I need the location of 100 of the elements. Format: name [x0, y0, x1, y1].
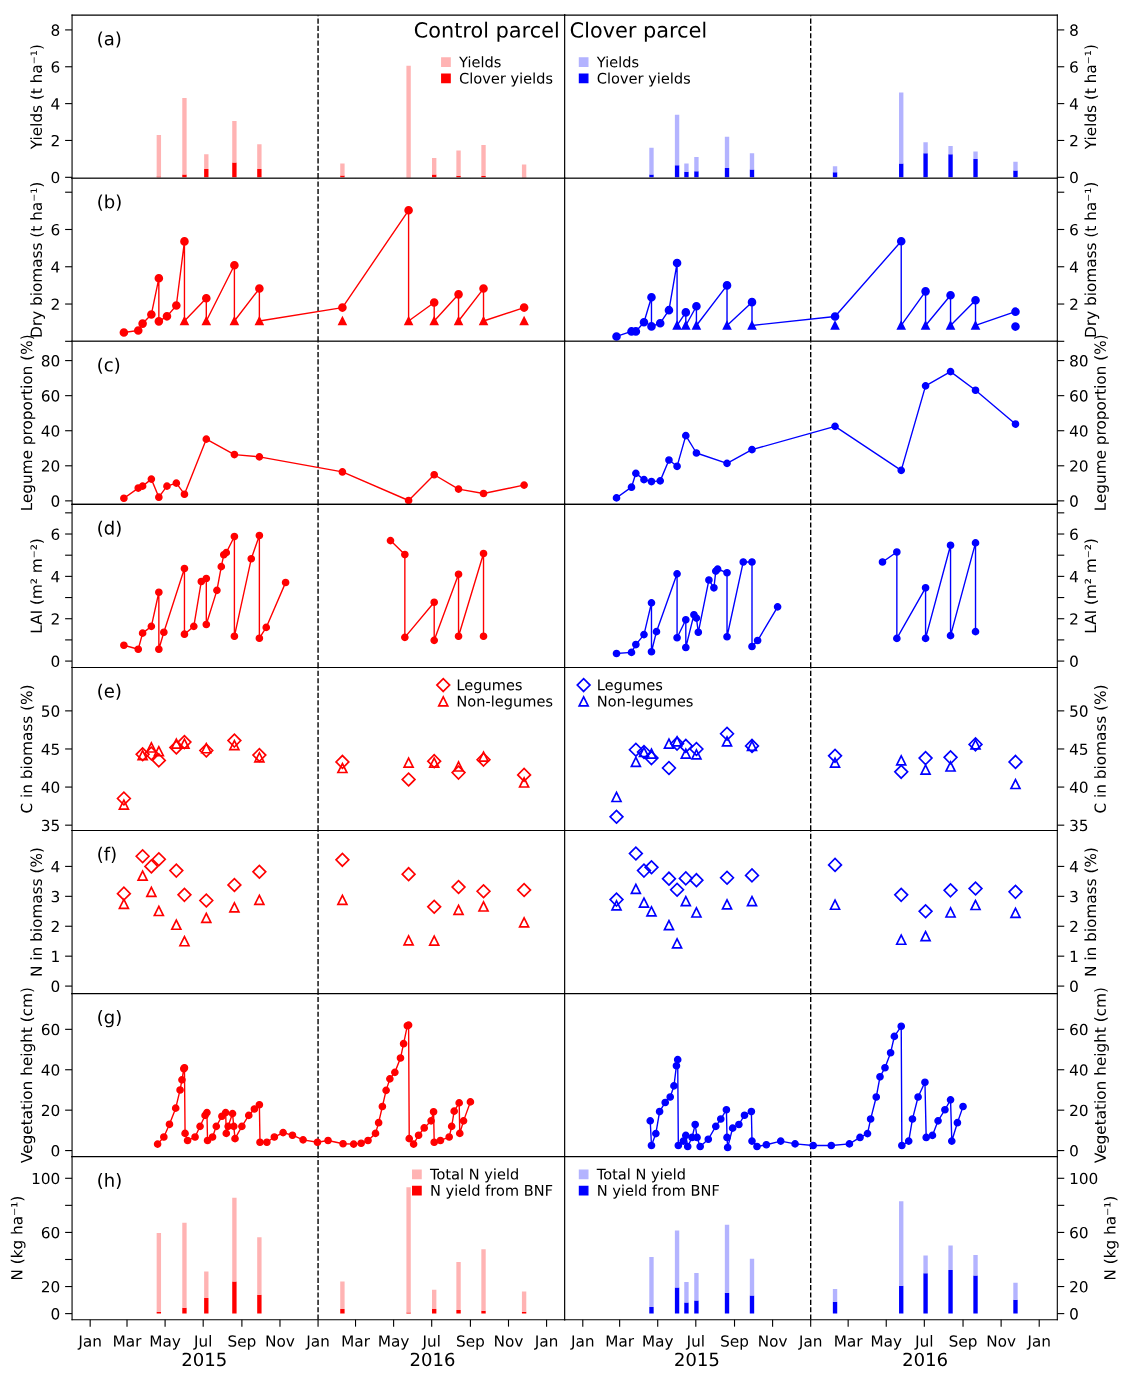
- text: (d): [98, 520, 121, 537]
- legend-label: N yield from BNF: [598, 1184, 719, 1199]
- legend-label: Non-legumes: [457, 695, 553, 710]
- y-tick-label: 20: [1070, 460, 1088, 472]
- y-tick-label: 20: [41, 460, 60, 472]
- y-tick-label: 4: [1069, 261, 1078, 273]
- y-axis-title: LAI (m² m⁻²): [30, 539, 44, 633]
- y-tick-label: 20: [41, 1281, 60, 1293]
- y-tick-label: 1: [52, 950, 59, 962]
- y-tick-label: 50: [1070, 705, 1088, 717]
- x-tick-label: Jan: [798, 1335, 822, 1350]
- y-tick-label: 60: [1070, 1023, 1088, 1036]
- y-tick-label: 4: [51, 861, 60, 873]
- x-tick-label: Jan: [570, 1335, 594, 1350]
- legend-label: Non-legumes: [598, 695, 693, 710]
- y-tick-label: 2: [1070, 920, 1078, 933]
- y-tick-label: 6: [1070, 223, 1078, 236]
- y-axis-title: N (kg ha⁻¹): [1103, 1197, 1119, 1280]
- y-tick-label: 4: [51, 571, 60, 583]
- y-tick-label: 4: [51, 98, 60, 110]
- legend-label: Clover yields: [459, 72, 553, 87]
- y-tick-label: 6: [1070, 61, 1078, 73]
- y-tick-label: 6: [51, 61, 60, 73]
- y-tick-label: 60: [41, 390, 60, 402]
- y-axis-title: N in biomass (%): [1084, 848, 1099, 976]
- text: 2016: [903, 1352, 947, 1367]
- legend-label: Legumes: [457, 679, 522, 694]
- x-tick-label: Sep: [949, 1335, 977, 1350]
- y-tick-label: 0: [1070, 1145, 1078, 1157]
- y-tick-label: 0: [1070, 495, 1078, 507]
- x-tick-label: May: [379, 1335, 409, 1350]
- x-tick-label: Jan: [305, 1335, 329, 1350]
- y-tick-label: 6: [51, 223, 60, 236]
- y-tick-label: 0: [1070, 1308, 1078, 1320]
- y-axis-title: Legume proportion (%): [1094, 335, 1109, 510]
- y-axis-title: Yields (t ha⁻¹): [1084, 45, 1099, 150]
- y-tick-label: 45: [1069, 743, 1088, 755]
- y-axis-title: N (kg ha⁻¹): [10, 1197, 26, 1280]
- legend-label: Legumes: [598, 679, 663, 694]
- y-tick-label: 1: [1070, 950, 1078, 962]
- y-tick-label: 2: [51, 613, 59, 625]
- y-tick-label: 0: [51, 171, 60, 184]
- text: (g): [98, 1009, 121, 1028]
- y-tick-label: 0: [51, 495, 60, 507]
- y-tick-label: 80: [41, 355, 60, 367]
- x-tick-label: Nov: [759, 1335, 788, 1347]
- y-tick-label: 0: [51, 980, 60, 993]
- y-tick-label: 50: [42, 705, 60, 717]
- x-tick-label: Nov: [987, 1335, 1016, 1347]
- y-tick-label: 40: [41, 781, 60, 794]
- y-tick-label: 3: [1070, 890, 1078, 903]
- y-tick-label: 8: [51, 24, 60, 36]
- text: (f): [98, 846, 116, 863]
- y-tick-label: 60: [1070, 390, 1088, 402]
- text: (a): [98, 31, 121, 48]
- y-tick-label: 0: [1070, 171, 1078, 184]
- y-tick-label: 2: [51, 920, 59, 933]
- x-tick-label: Mar: [606, 1335, 635, 1347]
- y-tick-label: 6: [1070, 528, 1078, 541]
- y-tick-label: 2: [1070, 134, 1078, 147]
- y-tick-label: 2: [51, 134, 59, 147]
- y-tick-label: 2: [1070, 613, 1078, 625]
- x-tick-label: Sep: [721, 1335, 749, 1350]
- y-axis-title: C in biomass (%): [1094, 685, 1108, 813]
- y-axis-title: Yields (t ha⁻¹): [30, 45, 44, 150]
- text: (c): [98, 357, 120, 374]
- text: (h): [98, 1172, 121, 1190]
- y-axis-title: LAI (m² m⁻²): [1084, 539, 1099, 633]
- y-axis-title: Dry biomass (t ha⁻¹): [30, 182, 45, 337]
- y-tick-label: 80: [1070, 355, 1088, 367]
- y-axis-title: Vegetation height (cm): [1094, 988, 1109, 1163]
- text: (b): [98, 194, 121, 211]
- y-tick-label: 0: [1070, 980, 1078, 993]
- y-tick-label: 35: [1070, 819, 1088, 832]
- x-tick-label: Nov: [495, 1335, 523, 1347]
- y-tick-label: 100: [32, 1172, 60, 1185]
- y-axis-title: Dry biomass (t ha⁻¹): [1084, 182, 1100, 337]
- x-tick-label: Mar: [835, 1335, 863, 1347]
- legend-label: Yields: [596, 56, 639, 68]
- y-tick-label: 20: [41, 1104, 60, 1117]
- chart-title: Clover parcel: [570, 21, 706, 42]
- text: (e): [98, 683, 121, 700]
- y-tick-label: 45: [41, 743, 59, 755]
- y-tick-label: 40: [41, 425, 60, 437]
- x-tick-label: Jul: [421, 1334, 440, 1350]
- x-tick-label: May: [871, 1335, 902, 1350]
- y-tick-label: 35: [41, 819, 59, 832]
- y-tick-label: 0: [51, 1145, 60, 1157]
- y-tick-label: 4: [1069, 861, 1078, 873]
- y-axis-title: C in biomass (%): [20, 685, 35, 813]
- x-tick-label: Jan: [534, 1335, 558, 1350]
- y-tick-label: 20: [1070, 1281, 1088, 1293]
- y-axis-title: Vegetation height (cm): [20, 988, 36, 1163]
- x-tick-label: Jan: [77, 1335, 101, 1350]
- x-tick-label: May: [643, 1335, 674, 1350]
- x-tick-label: Mar: [114, 1335, 142, 1347]
- y-tick-label: 2: [51, 298, 59, 310]
- x-tick-label: May: [150, 1335, 181, 1350]
- text: 2015: [182, 1352, 226, 1367]
- legend-label: N yield from BNF: [431, 1184, 553, 1199]
